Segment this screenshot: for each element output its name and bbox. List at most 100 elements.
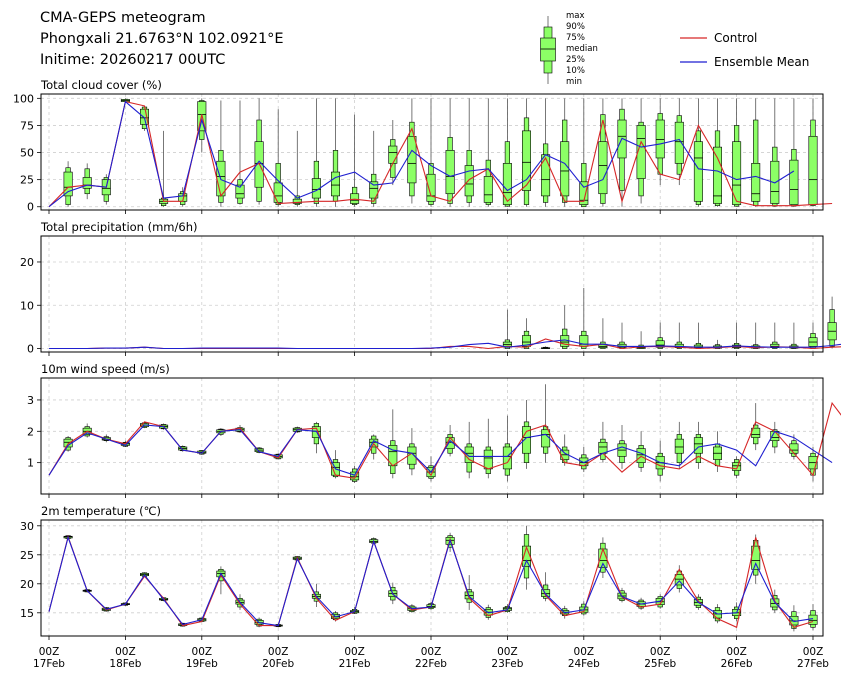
box-inner [751, 163, 761, 202]
x-tick-label-date: 25Feb [644, 658, 676, 670]
x-tick-label-hour: 00Z [803, 646, 824, 658]
x-tick-label-date: 20Feb [262, 658, 294, 670]
box-inner [560, 141, 570, 197]
x-tick-label-hour: 00Z [192, 646, 213, 658]
box-plot [101, 174, 111, 205]
box-plot [751, 534, 761, 584]
box-plot [789, 98, 799, 207]
y-tick-label: 2 [27, 425, 34, 438]
y-tick-label: 30 [20, 520, 34, 533]
box-inner [655, 340, 665, 348]
box-plot [369, 130, 379, 207]
box-plot [464, 98, 474, 207]
x-tick-label-hour: 00Z [39, 646, 60, 658]
y-tick-label: 0 [27, 343, 34, 356]
box-plot [388, 409, 398, 479]
box-plot [560, 98, 570, 207]
box-inner [732, 141, 742, 205]
y-tick-label: 50 [20, 147, 34, 160]
box-inner [350, 193, 360, 204]
x-tick-label-hour: 00Z [650, 646, 671, 658]
x-tick-label-date: 26Feb [721, 658, 753, 670]
y-tick-label: 1 [27, 457, 34, 470]
box-inner [464, 165, 474, 197]
box-plot [789, 322, 799, 349]
box-plot [521, 98, 531, 207]
box-plot [693, 322, 703, 349]
legend-control-label: Control [714, 31, 758, 45]
box-inner [483, 176, 493, 203]
box-plot [674, 98, 684, 186]
box-inner [311, 178, 321, 199]
box-inner [407, 135, 417, 184]
panel-1: 0 10 20 [20, 235, 841, 356]
panel-title-wind: 10m wind speed (m/s) [41, 362, 170, 376]
box-legend-median: median [566, 44, 598, 54]
y-tick-label: 20 [20, 578, 34, 591]
box-plot [178, 187, 188, 207]
panel-title-precip: Total precipitation (mm/6h) [41, 220, 198, 234]
box-plot [751, 322, 761, 349]
box-plot [235, 100, 245, 205]
box-inner [712, 146, 722, 204]
panel-2: 1 2 3 [27, 377, 841, 498]
box-inner [732, 462, 742, 471]
box-plot [216, 100, 226, 207]
box-plot [273, 109, 283, 207]
box-inner [369, 181, 379, 199]
box-plot [579, 98, 589, 208]
x-tick-label-hour: 00Z [268, 646, 289, 658]
box-inner [521, 426, 531, 454]
chart-title: CMA-GEPS meteogram [40, 10, 206, 26]
box-plot [674, 565, 684, 593]
box-plot [732, 322, 742, 349]
initime-label: Initime: 20260217 00UTC [40, 52, 226, 68]
y-tick-label: 3 [27, 394, 34, 407]
control-line [48, 401, 841, 479]
box-plot [407, 428, 417, 476]
box-inner [636, 125, 646, 179]
box-plot [541, 98, 551, 207]
x-tick-label-hour: 00Z [344, 646, 365, 658]
box-inner [445, 150, 455, 195]
box-inner [140, 108, 150, 125]
box-inner [521, 130, 531, 191]
box-plot [502, 415, 512, 482]
box-plot [521, 399, 531, 469]
x-tick-label-date: 23Feb [491, 658, 523, 670]
box-plot [617, 322, 627, 349]
box-plot [560, 305, 570, 349]
ensemble-mean-line [48, 100, 795, 208]
x-tick-label-hour: 00Z [115, 646, 136, 658]
box-plot [541, 346, 551, 349]
panel-frame [40, 235, 824, 353]
box-inner [292, 198, 302, 204]
x-tick-label-hour: 00Z [726, 646, 747, 658]
box-legend-glyph [540, 16, 556, 84]
box-plot [388, 120, 398, 186]
panel-frame [40, 377, 824, 495]
box-plot [770, 322, 780, 349]
box-inner [598, 141, 608, 195]
y-tick-label: 100 [13, 92, 34, 105]
box-plot [636, 98, 646, 204]
box-inner [693, 437, 703, 454]
box-plot [751, 98, 761, 207]
legend-box-inner [540, 37, 556, 62]
box-plot [579, 446, 589, 473]
box-inner [464, 446, 474, 463]
box-plot [712, 98, 722, 207]
box-plot [63, 161, 73, 207]
x-tick-label-date: 24Feb [568, 658, 600, 670]
x-tick-label-date: 22Feb [415, 658, 447, 670]
box-plot [598, 421, 608, 463]
ensemble-mean-line [49, 339, 841, 350]
box-plot [674, 421, 684, 469]
box-inner [426, 173, 436, 202]
box-legend-p10: 10% [566, 66, 585, 76]
box-plot [311, 98, 321, 207]
location-label: Phongxali 21.6763°N 102.0921°E [40, 31, 284, 47]
box-plot [445, 98, 455, 207]
box-inner [808, 614, 818, 625]
ensemble-mean-line [48, 535, 814, 627]
